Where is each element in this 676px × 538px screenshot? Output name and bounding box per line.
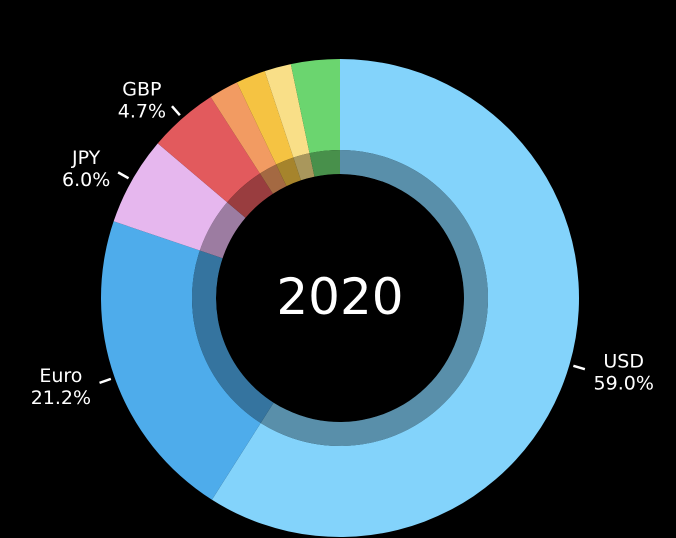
label-value-euro: 21.2% bbox=[31, 387, 91, 409]
label-value-jpy: 6.0% bbox=[62, 169, 110, 191]
inner-ring-segment-6 bbox=[276, 157, 301, 187]
slice-gbp bbox=[157, 97, 260, 203]
leader-line-jpy bbox=[117, 171, 130, 180]
label-gbp: GBP 4.7% bbox=[118, 78, 166, 122]
inner-ring-jpy bbox=[199, 202, 246, 259]
slice-euro bbox=[101, 221, 261, 500]
label-euro: Euro 21.2% bbox=[31, 365, 91, 409]
inner-ring-euro bbox=[191, 250, 274, 423]
leader-line-gbp bbox=[171, 105, 181, 117]
label-value-usd: 59.0% bbox=[594, 373, 654, 395]
slice-labels: USD 59.0%Euro 21.2%JPY 6.0%GBP 4.7% bbox=[31, 78, 654, 408]
slice-segment-7 bbox=[264, 64, 310, 158]
label-name-gbp: GBP bbox=[122, 78, 161, 100]
slice-jpy bbox=[113, 143, 228, 251]
label-value-gbp: 4.7% bbox=[118, 100, 166, 122]
slice-segment-8 bbox=[290, 59, 340, 154]
label-name-euro: Euro bbox=[39, 365, 82, 387]
label-leader-lines bbox=[99, 105, 586, 385]
label-usd: USD 59.0% bbox=[594, 351, 654, 395]
leader-line-usd bbox=[573, 364, 586, 371]
inner-ring-segment-5 bbox=[259, 164, 287, 194]
inner-ring-gbp bbox=[227, 173, 273, 218]
center-year-label: 2020 bbox=[276, 268, 403, 326]
label-name-usd: USD bbox=[603, 351, 644, 373]
label-jpy: JPY 6.0% bbox=[62, 147, 110, 191]
inner-ring bbox=[191, 150, 489, 446]
inner-ring-segment-8 bbox=[309, 150, 340, 177]
inner-ring-usd bbox=[260, 150, 489, 446]
leader-line-euro bbox=[99, 377, 112, 385]
inner-ring-shade bbox=[192, 150, 488, 446]
slice-usd bbox=[211, 59, 580, 537]
label-name-jpy: JPY bbox=[71, 147, 101, 169]
slice-segment-5 bbox=[210, 82, 277, 174]
slice-segment-6 bbox=[236, 71, 294, 165]
donut-slices bbox=[101, 59, 580, 537]
inner-ring-segment-7 bbox=[293, 153, 315, 181]
